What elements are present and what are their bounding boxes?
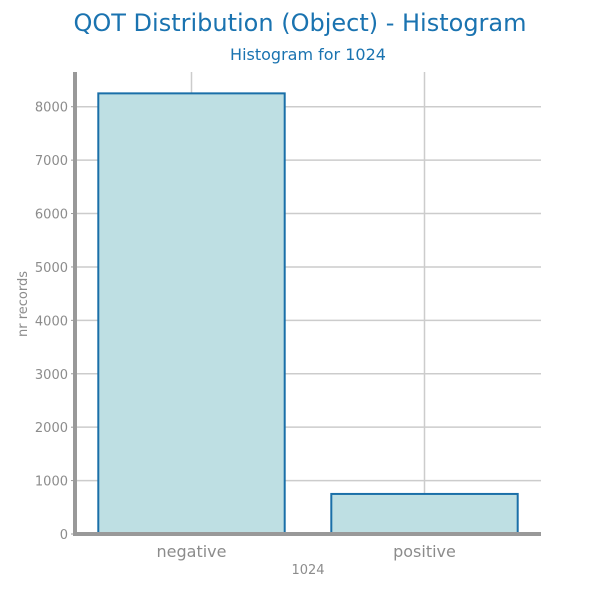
y-tick-label: 4000 bbox=[35, 314, 68, 329]
y-tick-label: 0 bbox=[60, 528, 68, 543]
y-tick-label: 3000 bbox=[35, 368, 68, 383]
axes bbox=[71, 72, 541, 536]
bar-negative bbox=[97, 92, 286, 535]
bars bbox=[97, 92, 519, 536]
chart-title: QOT Distribution (Object) - Histogram bbox=[73, 9, 526, 37]
y-tick-label: 7000 bbox=[35, 154, 68, 169]
y-tick-label: 8000 bbox=[35, 101, 68, 116]
y-tick-labels: 0 1000 2000 3000 4000 5000 6000 7000 8000 bbox=[35, 101, 68, 543]
x-tick-label: positive bbox=[393, 542, 456, 561]
x-tick-labels: negative positive bbox=[157, 542, 456, 561]
bar-positive bbox=[330, 492, 519, 536]
x-axis-label: 1024 bbox=[291, 563, 324, 578]
y-tick-label: 5000 bbox=[35, 261, 68, 276]
chart-subtitle: Histogram for 1024 bbox=[230, 45, 386, 64]
y-tick-label: 2000 bbox=[35, 421, 68, 436]
y-axis-label: nr records bbox=[16, 271, 31, 337]
y-tick-label: 6000 bbox=[35, 208, 68, 223]
x-tick-label: negative bbox=[157, 542, 227, 561]
y-tick-label: 1000 bbox=[35, 475, 68, 490]
